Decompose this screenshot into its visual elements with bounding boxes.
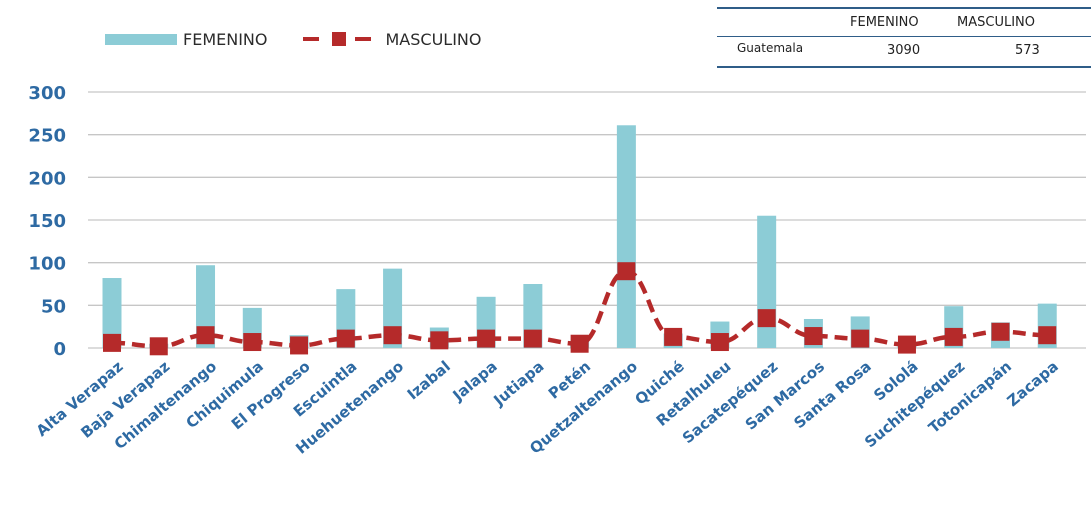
femenino-swatch [105, 33, 177, 45]
femenino-bars [102, 125, 1057, 348]
x-tick-label: Izabal [404, 357, 454, 403]
masculino-swatch [303, 32, 379, 46]
masculino-marker [243, 333, 262, 352]
masculino-line [103, 262, 1057, 356]
masculino-marker [617, 262, 636, 281]
legend-item-masculino: MASCULINO [303, 30, 481, 49]
y-tick-label: 200 [28, 168, 66, 189]
masculino-marker [804, 327, 823, 346]
masculino-marker [523, 329, 542, 348]
y-axis-tick-labels: 0 50 100 150 200 250 300 [28, 83, 66, 360]
table-mid-rule [717, 36, 1091, 37]
x-tick-label: Jutiapa [489, 357, 547, 410]
y-tick-label: 150 [28, 211, 66, 232]
legend-item-femenino: FEMENINO [105, 30, 267, 49]
bar-femenino [757, 215, 777, 348]
table-value-femenino: 3090 [887, 43, 921, 58]
masculino-marker [944, 327, 963, 346]
table-row-label: Guatemala [737, 41, 804, 55]
masculino-marker [149, 337, 168, 356]
table-bottom-rule [717, 66, 1091, 68]
masculino-marker [430, 331, 449, 350]
legend: FEMENINO MASCULINO [105, 24, 517, 54]
masculino-marker [196, 326, 215, 345]
masculino-marker [570, 334, 589, 353]
bar-femenino [616, 125, 636, 348]
masculino-marker [103, 333, 121, 352]
masculino-marker [477, 329, 496, 348]
table-header-femenino: FEMENINO [850, 15, 919, 30]
masculino-marker [1038, 326, 1057, 345]
y-tick-label: 100 [28, 254, 66, 275]
table-header-masculino: MASCULINO [957, 15, 1035, 30]
y-tick-label: 300 [28, 83, 66, 104]
masculino-line-path [111, 268, 1048, 349]
y-tick-label: 50 [41, 296, 66, 317]
bar-femenino [102, 278, 122, 348]
y-tick-label: 0 [53, 339, 66, 360]
legend-label-masculino: MASCULINO [385, 29, 482, 49]
table-top-rule [717, 7, 1091, 9]
table-value-masculino: 573 [1015, 43, 1040, 58]
y-tick-label: 250 [28, 126, 66, 147]
gridlines [88, 91, 1086, 349]
x-tick-label: Zacapa [1004, 357, 1062, 410]
masculino-marker [664, 327, 683, 346]
x-tick-label: Totonicapán [925, 357, 1015, 437]
masculino-marker [336, 329, 355, 348]
masculino-marker [851, 329, 870, 348]
masculino-marker [710, 333, 729, 352]
legend-label-femenino: FEMENINO [183, 29, 268, 49]
masculino-marker [290, 336, 309, 355]
masculino-marker [757, 309, 776, 328]
masculino-marker [383, 326, 402, 345]
masculino-marker [897, 335, 916, 354]
masculino-marker [991, 322, 1010, 341]
